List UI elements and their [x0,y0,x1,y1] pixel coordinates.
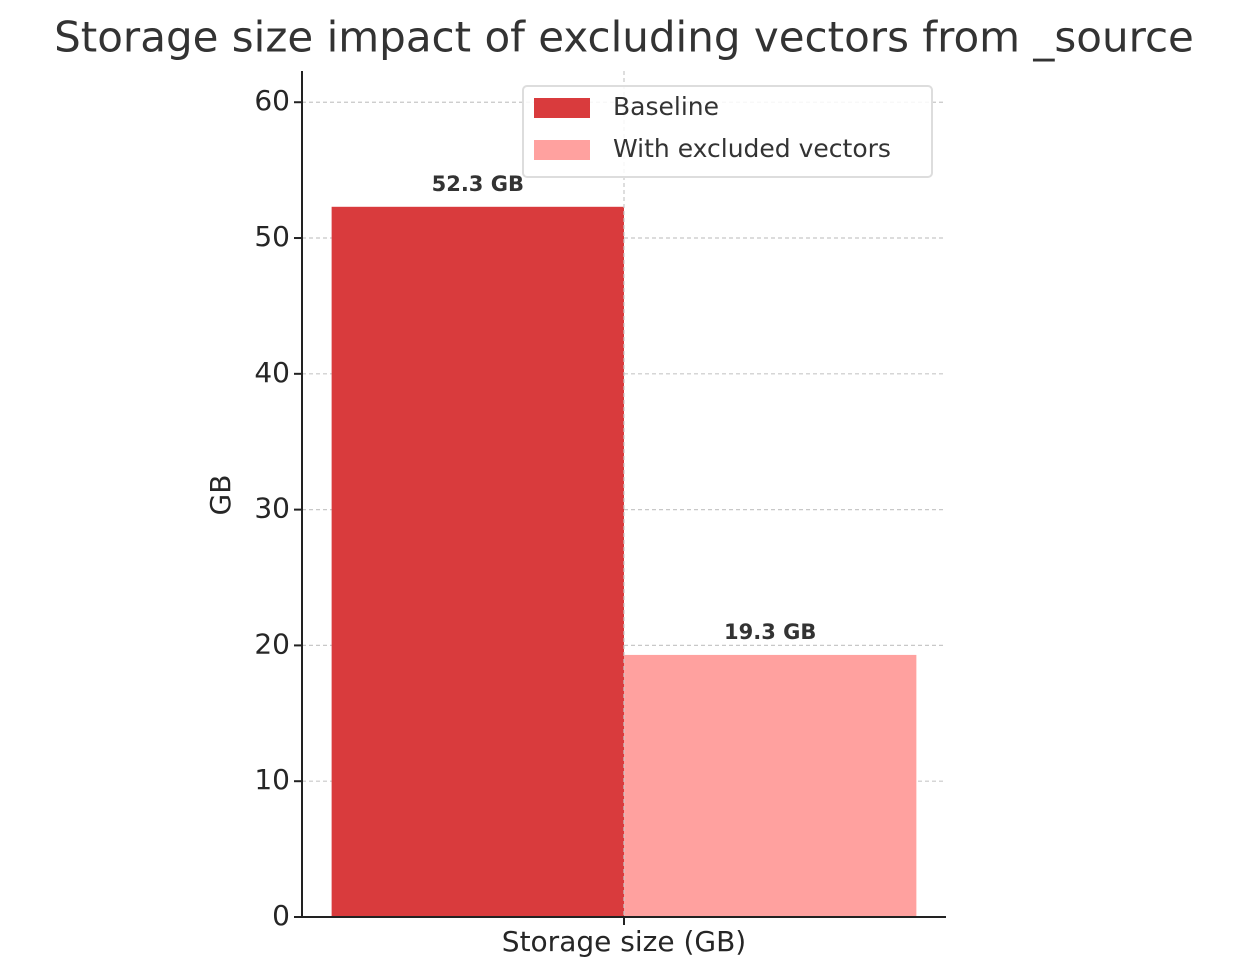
value-label: 52.3 GB [432,172,524,196]
bar [331,206,624,917]
legend-swatch [534,140,590,160]
y-tick-label: 60 [254,84,290,117]
y-axis-label: GB [204,475,237,516]
y-tick-label: 40 [254,356,290,389]
y-tick-label: 20 [254,627,290,660]
legend-box [522,85,933,178]
legend-label: Baseline [613,92,719,121]
y-tick-label: 50 [254,220,290,253]
y-tick-label: 0 [272,899,290,932]
chart-title: Storage size impact of excluding vectors… [54,13,1194,62]
value-label: 19.3 GB [724,620,816,644]
y-tick-label: 10 [254,763,290,796]
legend-label: With excluded vectors [613,134,891,163]
legend-swatch [534,98,590,118]
bar [624,654,917,917]
y-tick-label: 30 [254,492,290,525]
x-tick-label: Storage size (GB) [502,925,746,958]
